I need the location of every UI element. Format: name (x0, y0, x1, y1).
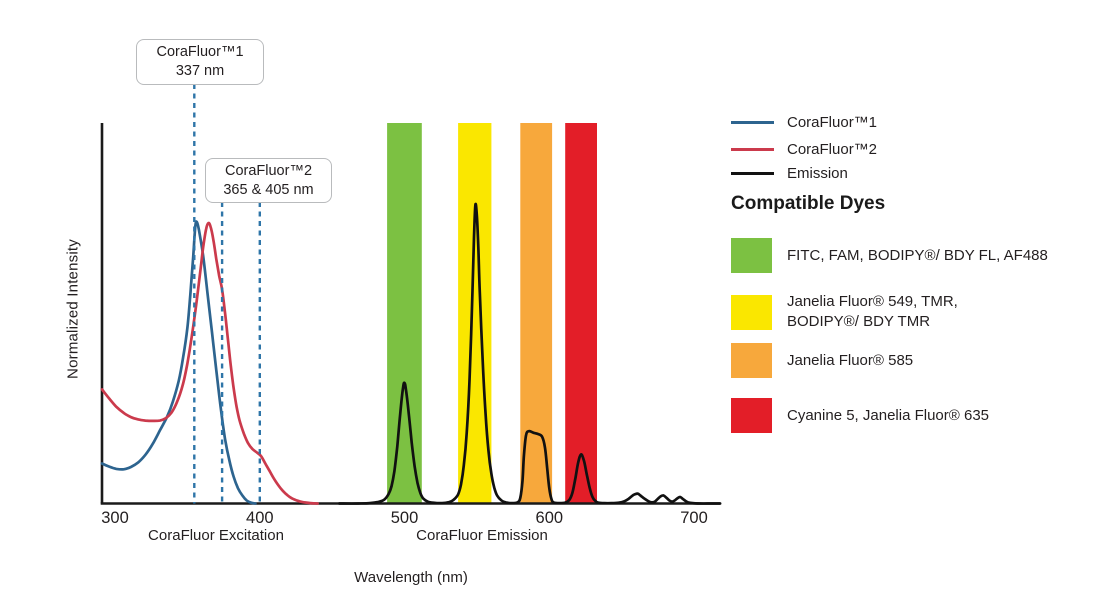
callout-corafluor1-title: CoraFluor™1 (156, 44, 244, 60)
callout-corafluor2-value: 365 & 405 nm (223, 181, 314, 198)
y-axis-label: Normalized Intensity (64, 239, 82, 379)
dye-label-orange: Janelia Fluor® 585 (787, 351, 914, 369)
dye-item-green-band: FITC, FAM, BODIPY®/ BDY FL, AF488 (731, 238, 1048, 273)
dye-color-swatch-yellow (731, 294, 772, 330)
legend-item-corafluor2: CoraFluor™2 (731, 139, 877, 159)
x-axis-title: Wavelength (nm) (354, 569, 468, 586)
svg-text:400: 400 (246, 509, 274, 527)
dye-label-red: Cyanine 5, Janelia Fluor® 635 (787, 406, 990, 424)
dye-color-swatch-red (731, 398, 772, 433)
x-axis-section-label-excitation: CoraFluor Excitation (148, 527, 284, 544)
legend-label-corafluor1: CoraFluor™1 (787, 113, 878, 131)
dye-item-orange-band: Janelia Fluor® 585 (731, 343, 913, 378)
dye-label-green: FITC, FAM, BODIPY®/ BDY FL, AF488 (787, 246, 1048, 264)
svg-text:600: 600 (536, 509, 564, 527)
legend-item-emission: Emission (731, 163, 848, 183)
callout-corafluor2-excitation: CoraFluor™2 365 & 405 nm (205, 158, 332, 203)
svg-text:700: 700 (680, 509, 708, 527)
dye-label-yellow: Janelia Fluor® 549, TMR, BODIPY®/ BDY TM… (787, 293, 958, 330)
legend-label-corafluor2: CoraFluor™2 (787, 140, 878, 158)
legend-line-swatch-corafluor1 (731, 120, 774, 124)
legend-label-emission: Emission (787, 164, 848, 182)
legend-item-corafluor1: CoraFluor™1 (731, 112, 877, 132)
legend-panel: CoraFluor™1 CoraFluor™2 Emission Compati… (731, 0, 1106, 612)
compatible-dyes-heading: Compatible Dyes (731, 193, 886, 214)
callout-corafluor2-title: CoraFluor™2 (224, 162, 313, 179)
dye-item-red-band: Cyanine 5, Janelia Fluor® 635 (731, 398, 989, 433)
legend-line-swatch-emission (731, 171, 774, 175)
callout-corafluor1-excitation: CoraFluor™1 337 nm (136, 39, 264, 85)
dye-item-yellow-band: Janelia Fluor® 549, TMR, BODIPY®/ BDY TM… (731, 292, 958, 332)
x-axis-section-label-emission: CoraFluor Emission (416, 527, 548, 544)
svg-text:300: 300 (101, 509, 129, 527)
callout-corafluor1-value: 337 nm (175, 63, 225, 79)
dye-color-swatch-green (731, 238, 772, 273)
dye-color-swatch-orange (731, 343, 772, 378)
legend-line-swatch-corafluor2 (731, 147, 774, 151)
svg-text:500: 500 (391, 509, 419, 527)
